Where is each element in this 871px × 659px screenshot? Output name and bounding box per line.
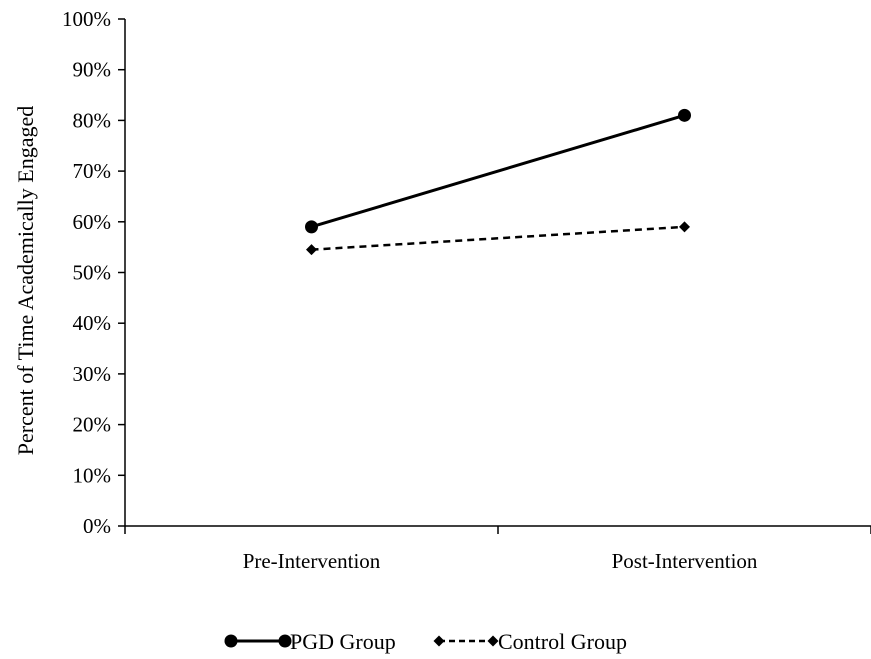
y-tick-label: 30% xyxy=(73,362,112,386)
y-tick-label: 20% xyxy=(73,413,112,437)
x-tick-label: Post-Intervention xyxy=(612,549,758,573)
series-line xyxy=(311,113,685,229)
data-point-diamond xyxy=(487,635,499,647)
legend-item: PGD Group xyxy=(224,629,396,654)
y-tick-label: 50% xyxy=(73,261,112,285)
y-tick-label: 60% xyxy=(73,210,112,234)
y-tick-label: 90% xyxy=(73,58,112,82)
y-tick-label: 0% xyxy=(83,514,111,538)
series-lines xyxy=(305,108,691,256)
data-point-circle xyxy=(305,220,318,234)
data-point-circle xyxy=(678,108,691,122)
data-point-diamond xyxy=(433,635,445,647)
legend-label: PGD Group xyxy=(290,629,396,654)
y-axis-ticks: 0% 10% 20% 30% 40% 50% 60% 70% 80% 90% 100% xyxy=(62,7,125,538)
y-axis-title: Percent of Time Academically Engaged xyxy=(13,106,38,455)
y-tick-label: 10% xyxy=(73,463,112,487)
x-tick-label: Pre-Intervention xyxy=(243,549,381,573)
data-point-circle xyxy=(278,634,292,648)
series-line xyxy=(311,225,685,251)
series-0 xyxy=(305,108,691,234)
y-tick-label: 80% xyxy=(73,108,112,132)
y-tick-label: 100% xyxy=(62,7,111,31)
x-axis-ticks: Pre-Intervention Post-Intervention xyxy=(124,526,871,573)
legend: PGD Group Control Group xyxy=(224,629,627,654)
y-tick-label: 40% xyxy=(73,311,112,335)
data-point-diamond xyxy=(679,221,690,233)
series-1 xyxy=(306,221,690,256)
y-tick-label: 70% xyxy=(73,159,112,183)
axes xyxy=(124,19,871,527)
data-point-diamond xyxy=(306,244,317,256)
legend-item: Control Group xyxy=(433,629,627,654)
legend-label: Control Group xyxy=(498,629,627,654)
data-point-circle xyxy=(224,634,238,648)
